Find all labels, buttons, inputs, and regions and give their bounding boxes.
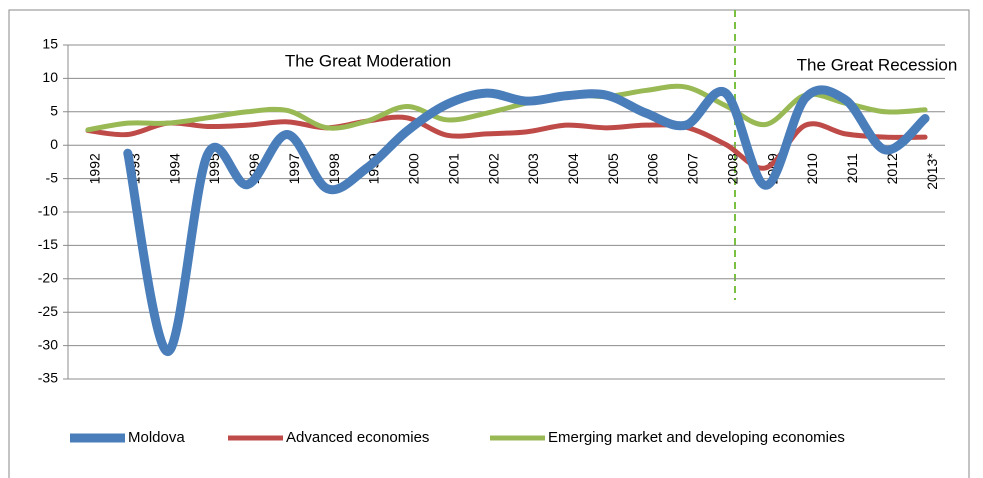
x-tick-label: 2004 [565,153,581,184]
x-tick-label: 2008 [724,153,740,184]
series-line [123,85,930,357]
legend-label: Advanced economies [286,429,429,446]
x-tick-label: 2012 [884,153,900,184]
x-tick-label: 2011 [844,153,860,183]
y-tick-label: -5 [46,169,59,185]
x-tick-label: 1997 [286,153,302,184]
annotation: The Great Moderation [285,51,451,70]
x-tick-label: 2002 [485,153,501,184]
x-tick-label: 1998 [326,153,342,184]
y-tick-label: 5 [50,103,58,119]
x-tick-label: 2000 [406,153,422,184]
legend-label: Moldova [128,429,185,446]
series-line [85,83,928,133]
x-tick-label: 2006 [645,153,661,184]
y-tick-label: 0 [50,136,58,152]
legend-label: Emerging market and developing economies [548,429,845,446]
x-tick-label: 2013* [924,153,940,190]
x-tick-label: 1995 [206,153,222,184]
y-tick-label: -25 [38,303,58,319]
annotation: The Great Recession [797,55,958,74]
x-tick-label: 1992 [87,153,103,184]
y-tick-label: 15 [42,36,58,52]
y-tick-label: -15 [38,236,58,252]
y-tick-label: -10 [38,203,58,219]
y-tick-label: -35 [38,370,58,386]
y-tick-label: -20 [38,270,58,286]
x-tick-label: 1994 [166,153,182,184]
x-tick-label: 2010 [804,153,820,184]
y-tick-label: -30 [38,336,58,352]
x-tick-label: 2001 [445,153,461,184]
x-tick-label: 2007 [685,153,701,184]
y-tick-label: 10 [42,69,58,85]
x-tick-label: 2005 [605,153,621,184]
chart-frame [8,9,970,478]
x-tick-label: 2003 [525,153,541,184]
